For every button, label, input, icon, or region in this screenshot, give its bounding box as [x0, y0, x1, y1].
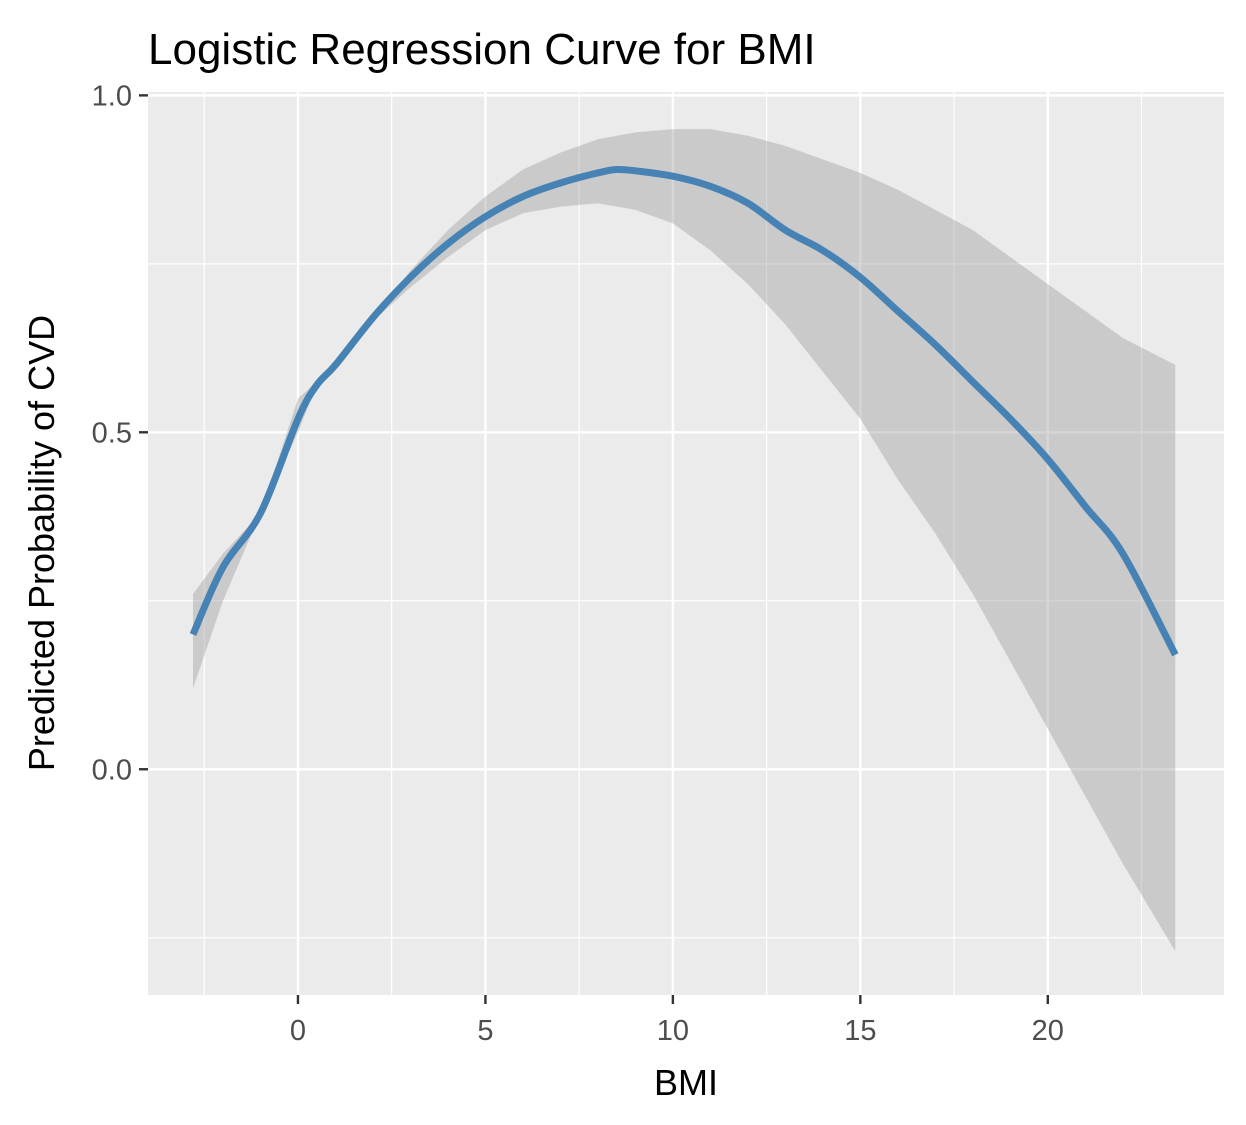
y-tick-label: 0.5 — [92, 417, 132, 449]
confidence-ribbon — [193, 129, 1176, 952]
y-axis: 0.0 0.5 1.0 — [92, 80, 148, 786]
plot-panel — [148, 92, 1224, 995]
line-layer — [189, 165, 1179, 657]
grid-major — [148, 92, 1224, 995]
chart-title: Logistic Regression Curve for BMI — [148, 25, 816, 74]
x-tick-label: 0 — [290, 1015, 306, 1047]
x-axis-title: BMI — [654, 1062, 718, 1103]
x-axis: 0 5 10 15 20 — [290, 995, 1064, 1047]
x-tick-label: 15 — [844, 1015, 876, 1047]
x-tick-label: 10 — [657, 1015, 689, 1047]
x-tick-label: 20 — [1032, 1015, 1064, 1047]
fitted-curve — [189, 165, 1179, 657]
ribbon-layer — [193, 129, 1176, 952]
y-tick-label: 1.0 — [92, 80, 132, 112]
grid-minor — [148, 92, 1224, 995]
y-tick-label: 0.0 — [92, 754, 132, 786]
x-tick-label: 5 — [477, 1015, 493, 1047]
y-axis-title: Predicted Probability of CVD — [21, 315, 62, 771]
